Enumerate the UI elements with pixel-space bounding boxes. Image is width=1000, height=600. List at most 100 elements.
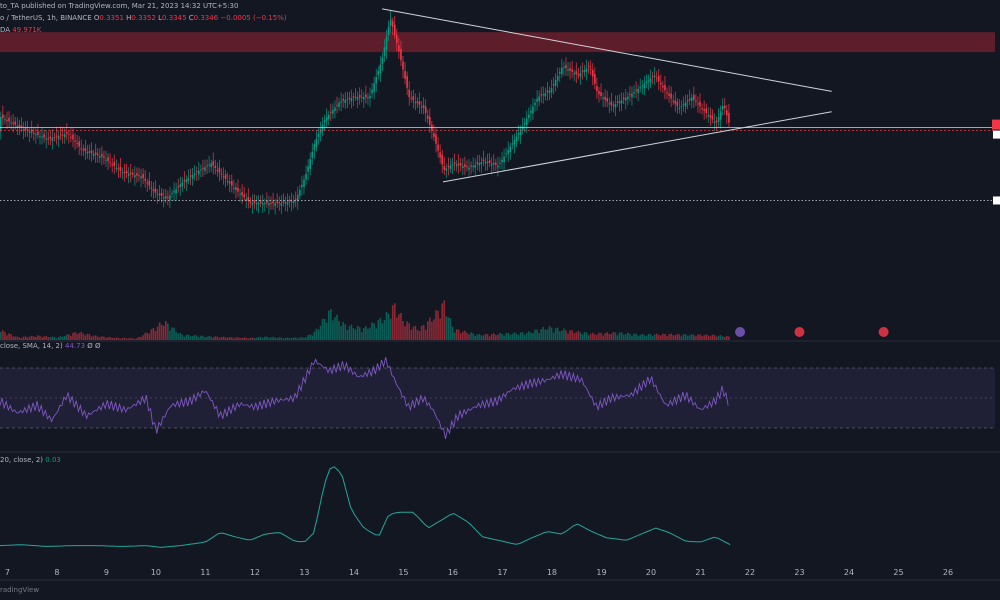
candle-body: [305, 173, 307, 180]
volume-bar: [363, 328, 365, 340]
candle-body: [404, 70, 406, 79]
candle-body: [563, 66, 565, 68]
candle-body: [633, 91, 635, 94]
volume-bar: [72, 332, 74, 340]
volume-bar: [167, 323, 169, 340]
volume-bar: [344, 324, 347, 340]
candle-body: [303, 179, 305, 187]
rsi-legend: close, SMA, 14, 2) 44.73 Ø Ø: [0, 342, 101, 350]
x-tick-label: 7: [5, 568, 10, 577]
candle-body: [311, 151, 314, 158]
volume-bar: [433, 319, 435, 340]
candle-body: [99, 155, 101, 158]
candle-body: [393, 24, 396, 35]
candle-body: [193, 173, 196, 176]
ohlc-legend: o / TetherUS, 1h, BINANCE O0.3351 H0.335…: [0, 14, 287, 22]
volume-bar: [311, 335, 314, 340]
volume-bar: [99, 337, 101, 340]
x-tick-label: 22: [745, 568, 755, 577]
candle-body: [179, 184, 182, 188]
candle-body: [521, 126, 524, 131]
volume-bar: [195, 335, 198, 340]
volume-bar: [123, 337, 126, 340]
volume-bar: [480, 335, 483, 340]
candle-body: [123, 172, 126, 174]
x-tick-label: 21: [695, 568, 705, 577]
volume-bar: [651, 336, 654, 340]
candle-body: [30, 129, 33, 133]
volume-bar: [334, 317, 336, 340]
candle-body: [604, 96, 606, 100]
volume-bar: [412, 326, 415, 340]
volume-bar: [105, 337, 107, 340]
volume-bar: [546, 329, 549, 340]
volume-bar: [55, 338, 58, 340]
candle-body: [645, 82, 648, 84]
candle-body: [426, 115, 429, 119]
volume-bar: [346, 329, 349, 340]
candle-body: [620, 100, 623, 104]
candle-body: [276, 201, 278, 204]
volume-bar: [379, 317, 382, 340]
volume-bar: [228, 337, 231, 340]
candle-body: [20, 125, 23, 129]
candle-body: [350, 98, 353, 102]
volume-bar: [286, 337, 289, 340]
volume-bar: [216, 336, 219, 340]
candle-body: [261, 203, 264, 205]
candle-body: [662, 85, 664, 88]
volume-bar: [156, 326, 159, 340]
volume-bar: [424, 329, 427, 340]
candle-body: [513, 140, 516, 145]
candle-body: [292, 201, 295, 204]
volume-bar: [61, 336, 64, 340]
volume-bar: [348, 326, 351, 340]
candle-body: [224, 174, 227, 180]
candle-body: [575, 71, 578, 75]
candle-body: [332, 109, 334, 114]
volume-bar: [484, 333, 487, 340]
candle-body: [457, 163, 460, 165]
candle-body: [268, 203, 270, 206]
candle-body: [344, 99, 347, 104]
symbol-label: o / TetherUS, 1h, BINANCE: [0, 14, 92, 22]
candle-body: [507, 150, 510, 154]
candle-body: [57, 135, 60, 140]
volume-bar: [532, 333, 534, 340]
candle-body: [282, 201, 285, 203]
volume-bar: [589, 333, 592, 340]
candle-body: [198, 170, 200, 175]
volume-bar: [26, 337, 29, 340]
candle-body: [589, 68, 592, 70]
volume-bar: [441, 303, 443, 340]
volume-bar: [507, 332, 510, 340]
volume-bar: [721, 336, 724, 340]
volume-bar: [270, 337, 272, 340]
candle-body: [719, 111, 722, 120]
volume-bar: [218, 337, 221, 340]
x-tick-label: 13: [299, 568, 309, 577]
candle-body: [459, 163, 462, 166]
volume-bar: [129, 338, 132, 340]
resistance-zone: [0, 32, 995, 53]
volume-bar: [686, 335, 689, 340]
volume-bar: [717, 335, 720, 340]
candle-body: [402, 61, 404, 70]
volume-bar: [534, 329, 536, 340]
candle-body: [482, 159, 485, 162]
candle-body: [270, 202, 272, 204]
volume-bar: [352, 328, 355, 340]
candle-body: [68, 133, 70, 135]
candle-body: [385, 36, 388, 50]
volume-bar: [365, 326, 367, 340]
volume-bar: [530, 332, 532, 340]
volume-bar: [111, 337, 113, 340]
candle-body: [643, 83, 646, 89]
volume-bar: [53, 337, 56, 340]
volume-bar: [501, 333, 503, 340]
candle-body: [538, 96, 540, 102]
candle-body: [639, 87, 642, 89]
candle-body: [239, 193, 241, 195]
volume-bar: [490, 333, 493, 340]
